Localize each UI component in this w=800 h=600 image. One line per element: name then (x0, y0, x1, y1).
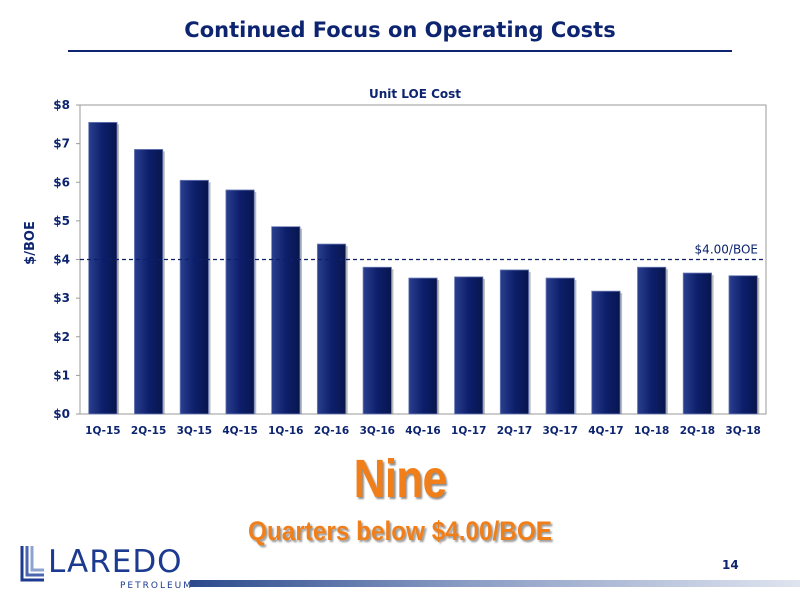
x-tick-label: 1Q-17 (451, 425, 486, 437)
bar (454, 276, 484, 415)
bar (408, 277, 438, 415)
y-tick-label: $6 (53, 175, 70, 189)
y-tick-label: $0 (53, 407, 70, 421)
bar-series (88, 121, 760, 415)
slide-title: Continued Focus on Operating Costs (184, 18, 616, 42)
bar (316, 243, 347, 415)
bar (271, 226, 301, 415)
x-tick-label: 4Q-15 (222, 425, 257, 437)
subheadline: Quarters below $4.00/BOE (248, 516, 552, 546)
y-tick-label: $1 (53, 368, 70, 382)
bar (225, 189, 255, 415)
bar (591, 290, 621, 415)
headline: Nine (353, 449, 448, 509)
x-tick-label: 4Q-16 (405, 425, 440, 437)
bar (179, 179, 209, 415)
bar (134, 149, 164, 415)
bar-chart: Unit LOE Cost $/BOE $0 $1 $2 $3 $4 $5 $6 $7 $8 1… (23, 87, 767, 437)
y-tick-label: $2 (53, 330, 70, 344)
x-tick-label: 4Q-17 (588, 425, 623, 437)
chart-title: Unit LOE Cost (369, 87, 461, 101)
x-tick-label: 3Q-18 (725, 425, 760, 437)
bar (88, 121, 118, 415)
footer-bar (190, 580, 800, 587)
y-tick-label: $5 (53, 214, 70, 228)
y-tick-label: $8 (53, 98, 70, 112)
x-tick-label: 2Q-15 (131, 425, 166, 437)
y-tick-label: $3 (53, 291, 70, 305)
bar (637, 266, 667, 415)
y-axis-label: $/BOE (23, 221, 38, 265)
x-tick-label: 2Q-18 (680, 425, 715, 437)
x-tick-label: 3Q-16 (360, 425, 395, 437)
x-tick-label: 3Q-15 (177, 425, 212, 437)
logo-subtitle: PETROLEUM (120, 581, 194, 591)
bar (545, 277, 575, 415)
bar (499, 269, 530, 415)
y-tick-label: $4 (53, 253, 70, 267)
x-tick-label: 1Q-18 (634, 425, 669, 437)
x-tick-label: 1Q-16 (268, 425, 303, 437)
x-tick-label: 3Q-17 (542, 425, 577, 437)
x-tick-label: 2Q-16 (314, 425, 349, 437)
bar (682, 272, 712, 415)
logo-mark-icon (20, 546, 44, 582)
bar (728, 275, 758, 415)
x-tick-label: 1Q-15 (85, 425, 120, 437)
x-axis: 1Q-15 2Q-15 3Q-15 4Q-15 1Q-16 2Q-16 3Q-16 4Q-16… (85, 425, 761, 437)
company-logo: LAREDO PETROLEUM (18, 544, 198, 594)
page-number: 14 (722, 558, 739, 572)
x-tick-label: 2Q-17 (497, 425, 532, 437)
logo-wordmark: LAREDO (48, 544, 183, 580)
title-divider (68, 50, 732, 52)
reference-line-label: $4.00/BOE (695, 243, 758, 257)
reference-line: $4.00/BOE (80, 243, 766, 261)
y-axis: $0 $1 $2 $3 $4 $5 $6 $7 $8 (53, 98, 80, 421)
y-tick-label: $7 (53, 137, 70, 151)
bar (362, 266, 392, 415)
